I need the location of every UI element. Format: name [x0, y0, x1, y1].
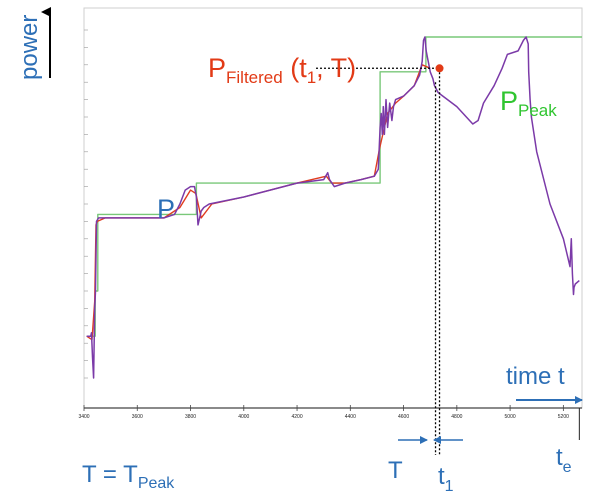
t1-label-sub: 1	[445, 478, 454, 495]
t-equals-tpeak-main: T = T	[82, 461, 138, 488]
y-minor-ticks	[84, 29, 88, 379]
x-tick-label: 4800	[451, 414, 462, 420]
t1-label: t1	[438, 463, 454, 495]
x-axis-label: time t	[506, 363, 565, 390]
te-label-main: t	[556, 444, 563, 471]
te-label: te	[556, 444, 572, 476]
power-series-line	[86, 36, 580, 379]
x-tick-label: 4200	[291, 414, 302, 420]
t-equals-tpeak-label: T = TPeak	[82, 461, 175, 492]
t1-label-main: t	[438, 463, 445, 490]
window-t-label: T	[388, 457, 403, 484]
x-tick-label: 3400	[78, 414, 89, 420]
te-label-sub: e	[563, 459, 572, 476]
x-tick-label: 3600	[132, 414, 143, 420]
filtered-label-sub: Filtered	[226, 68, 283, 87]
power-label: P	[157, 194, 175, 224]
filtered-label: PFiltered (t1, T)	[208, 53, 356, 87]
x-tick-label: 3800	[185, 414, 196, 420]
x-tick-label: 5000	[505, 414, 516, 420]
filtered-label-args-close: , T)	[316, 53, 356, 83]
x-tick-label: 4600	[398, 414, 409, 420]
x-tick-label: 5200	[558, 414, 569, 420]
y-axis-label: power	[16, 15, 43, 80]
series-layer	[86, 36, 582, 379]
filtered-value-marker	[435, 64, 444, 73]
filtered-label-main: P	[208, 53, 226, 83]
peak-label: PPeak	[500, 86, 557, 120]
filtered-label-args-open: (t	[283, 53, 307, 83]
peak-label-sub: Peak	[518, 101, 557, 120]
peak-label-main: P	[500, 86, 518, 116]
filtered-series-line	[86, 64, 431, 341]
x-tick-label: 4400	[345, 414, 356, 420]
t-equals-tpeak-sub: Peak	[138, 475, 175, 492]
filtered-label-args-sub: 1	[307, 68, 316, 87]
x-ticks: 3400 3600 3800 4000 4200 4400 4600 4800 5000 5200	[78, 405, 569, 420]
x-tick-label: 4000	[238, 414, 249, 420]
